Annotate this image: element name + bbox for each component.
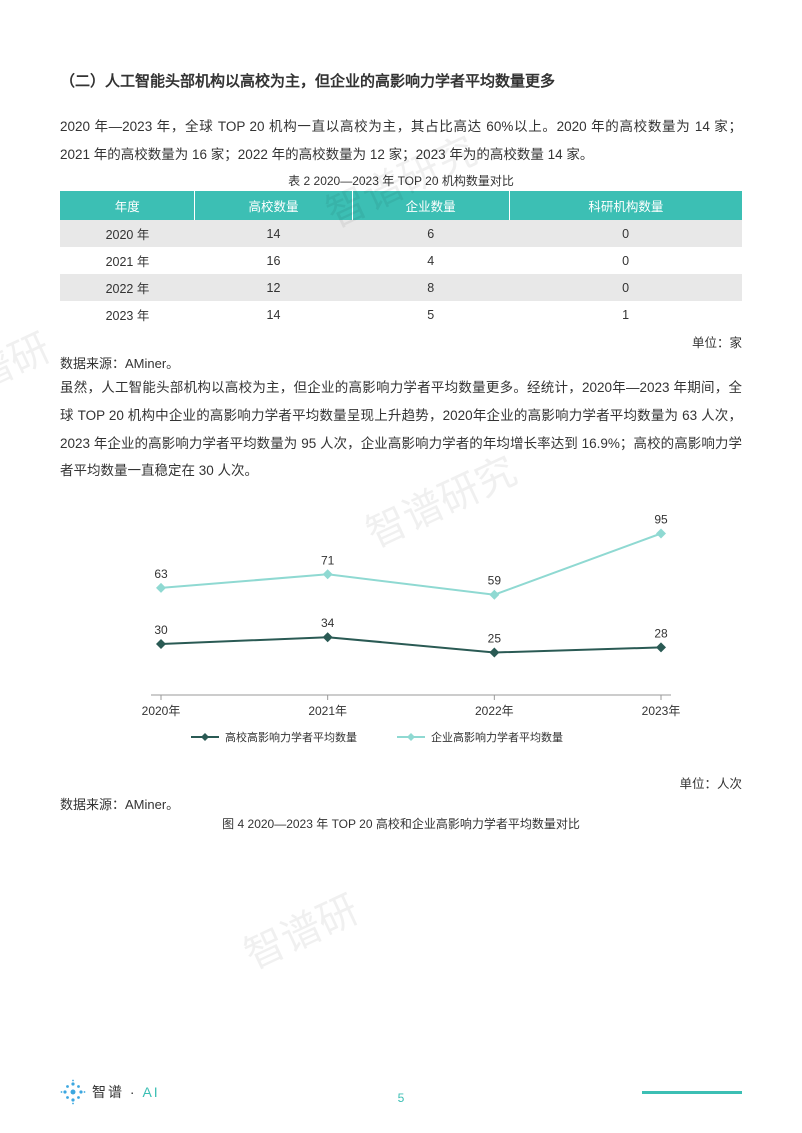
table-header-row: 年度 高校数量 企业数量 科研机构数量 <box>60 191 742 220</box>
table-cell: 12 <box>195 274 352 301</box>
table-cell: 2021 年 <box>60 247 195 274</box>
watermark: 谱研 <box>0 316 59 402</box>
table-cell: 2020 年 <box>60 220 195 247</box>
table-cell: 6 <box>352 220 509 247</box>
paragraph-2: 虽然，人工智能头部机构以高校为主，但企业的高影响力学者平均数量更多。经统计，20… <box>60 374 742 485</box>
svg-text:2021年: 2021年 <box>308 704 347 718</box>
table-row: 2023 年1451 <box>60 301 742 328</box>
table-cell: 0 <box>509 247 742 274</box>
table-row: 2020 年1460 <box>60 220 742 247</box>
line-chart: 2020年 2021年 2022年 2023年 30 34 25 28 63 71 59 95 高校高影… <box>121 505 681 765</box>
section-title: （二）人工智能头部机构以高校为主，但企业的高影响力学者平均数量更多 <box>60 70 742 91</box>
table-cell: 14 <box>195 301 352 328</box>
table-cell: 14 <box>195 220 352 247</box>
table-cell: 0 <box>509 220 742 247</box>
svg-text:2020年: 2020年 <box>142 704 181 718</box>
table-cell: 4 <box>352 247 509 274</box>
svg-text:企业高影响力学者平均数量: 企业高影响力学者平均数量 <box>431 730 563 744</box>
table-cell: 16 <box>195 247 352 274</box>
svg-text:71: 71 <box>321 553 335 567</box>
line-chart-svg: 2020年 2021年 2022年 2023年 30 34 25 28 63 71 59 95 高校高影… <box>121 505 681 765</box>
svg-text:25: 25 <box>488 632 502 646</box>
col-year: 年度 <box>60 191 195 220</box>
table-cell: 2022 年 <box>60 274 195 301</box>
brand-text: 智谱 · AI <box>92 1082 160 1102</box>
svg-text:2023年: 2023年 <box>642 704 681 718</box>
col-university: 高校数量 <box>195 191 352 220</box>
chart-source: 数据来源：AMiner。 <box>60 794 742 813</box>
table-cell: 2023 年 <box>60 301 195 328</box>
table-cell: 1 <box>509 301 742 328</box>
watermark: 智谱研 <box>233 877 366 980</box>
svg-text:2022年: 2022年 <box>475 704 514 718</box>
svg-text:28: 28 <box>654 626 668 640</box>
brand-en: AI <box>142 1084 159 1100</box>
table-unit: 单位：家 <box>60 332 742 351</box>
brand-logo-icon <box>60 1079 86 1105</box>
table-cell: 0 <box>509 274 742 301</box>
paragraph-1: 2020 年—2023 年，全球 TOP 20 机构一直以高校为主，其占比高达 … <box>60 113 742 168</box>
svg-text:高校高影响力学者平均数量: 高校高影响力学者平均数量 <box>225 730 357 744</box>
svg-text:63: 63 <box>154 567 168 581</box>
col-enterprise: 企业数量 <box>352 191 509 220</box>
table-row: 2021 年1640 <box>60 247 742 274</box>
svg-text:30: 30 <box>154 623 168 637</box>
chart-caption: 图 4 2020—2023 年 TOP 20 高校和企业高影响力学者平均数量对比 <box>60 815 742 832</box>
brand-cn: 智谱 <box>92 1084 124 1100</box>
comparison-table: 年度 高校数量 企业数量 科研机构数量 2020 年14602021 年1640… <box>60 191 742 328</box>
svg-text:59: 59 <box>488 574 502 588</box>
table-cell: 8 <box>352 274 509 301</box>
col-research-inst: 科研机构数量 <box>509 191 742 220</box>
table-row: 2022 年1280 <box>60 274 742 301</box>
table-caption: 表 2 2020—2023 年 TOP 20 机构数量对比 <box>60 172 742 189</box>
page-number: 5 <box>398 1091 405 1105</box>
footer-accent-line <box>642 1091 742 1094</box>
page-footer: 智谱 · AI 5 <box>60 1079 742 1105</box>
table-source: 数据来源：AMiner。 <box>60 353 742 372</box>
chart-unit: 单位：人次 <box>60 773 742 792</box>
footer-brand: 智谱 · AI <box>60 1079 160 1105</box>
svg-text:34: 34 <box>321 616 335 630</box>
svg-text:95: 95 <box>654 513 668 527</box>
table-cell: 5 <box>352 301 509 328</box>
